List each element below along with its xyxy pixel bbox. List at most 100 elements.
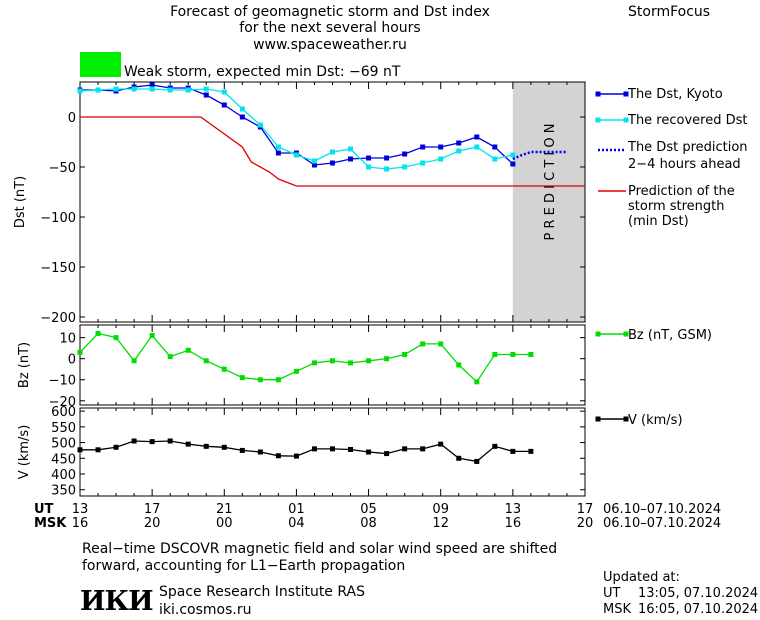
y-tick-label: 0 [68,111,76,126]
ut-tick-label: 17 [576,502,594,517]
data-point [131,358,137,364]
msk-axis-label: MSK [34,516,67,531]
data-point [384,451,390,457]
y-tick-label: 600 [51,405,76,420]
data-point [149,439,155,445]
data-point [149,86,155,92]
ut-axis-label: UT [34,502,54,517]
data-point [348,446,354,452]
ut-date-range: 06.10–07.10.2024 [603,502,722,517]
data-point [420,160,426,166]
data-point [203,92,209,98]
data-point [510,351,516,357]
y-tick-label: 450 [51,452,76,467]
data-point [185,87,191,93]
data-point [95,330,101,336]
data-point [510,161,516,167]
data-point [203,443,209,449]
data-point [221,102,227,108]
y-tick-label: −100 [40,211,76,226]
y-tick-label: 10 [59,332,76,347]
data-point [293,152,299,158]
data-point [239,447,245,453]
data-point [348,156,354,162]
data-point [311,162,317,168]
updated-msk-value: 16:05, 07.10.2024 [638,602,759,617]
data-point [366,164,372,170]
data-point [311,158,317,164]
data-point [221,444,227,450]
legend-label: Bz (nT, GSM) [628,328,712,343]
data-point [474,134,480,140]
msk-tick-label: 20 [143,516,161,531]
data-point [77,349,83,355]
legend-marker [595,91,601,97]
data-point [438,156,444,162]
data-point [239,114,245,120]
msk-tick-label: 00 [216,516,233,531]
legend-label: V (km/s) [628,413,683,428]
data-point [384,356,390,362]
brand-label: StormFocus [628,4,711,20]
footnote-line1: Real−time DSCOVR magnetic field and sola… [82,541,558,557]
data-point [456,148,462,154]
data-point [492,144,498,150]
data-point [366,358,372,364]
plot-frame [79,324,586,406]
legend-marker [595,416,601,422]
legend-label: The recovered Dst [627,113,747,128]
data-point [330,358,335,364]
footnote-line2: forward, accounting for L1−Earth propaga… [82,558,406,574]
data-point [131,438,137,444]
data-point [239,375,245,381]
data-point [311,446,317,452]
ut-tick-label: 01 [288,502,305,517]
data-point [221,366,227,372]
iki-logo: ИКИ [80,586,154,617]
institute-site-link[interactable]: iki.cosmos.ru [159,602,252,618]
data-point [167,87,173,93]
series-line [80,440,531,463]
y-tick-label: 0 [68,353,76,368]
data-point [275,150,281,156]
legend-marker [595,117,601,123]
data-point [366,449,372,455]
data-point [474,379,480,385]
data-point [275,453,281,459]
legend-marker [623,91,629,97]
data-point [510,448,516,454]
data-point [384,155,390,161]
chart-title-line1: Forecast of geomagnetic storm and Dst in… [170,4,490,20]
y-tick-label: −200 [40,311,76,326]
legend-label: 2−4 hours ahead [628,157,741,172]
y-axis-label: V (km/s) [17,425,32,480]
ut-tick-label: 13 [71,502,89,517]
series-line [80,116,585,187]
data-point [402,151,408,157]
data-point [203,86,209,92]
y-tick-label: 550 [51,421,76,436]
data-point [528,448,534,454]
msk-tick-label: 04 [288,516,305,531]
updated-ut-label: UT [603,586,621,601]
y-tick-label: −50 [49,161,76,176]
plot-frame [79,407,586,497]
data-point [474,458,480,464]
data-point [95,87,101,93]
data-point [492,443,498,449]
legend-label: The Dst, Kyoto [627,87,723,102]
data-point [131,86,137,92]
data-point [438,341,444,347]
data-point [275,144,281,150]
legend-marker [595,331,601,337]
data-point [330,160,335,166]
legend-marker [623,331,629,337]
ut-tick-label: 13 [504,502,522,517]
data-point [492,156,498,162]
msk-tick-label: 16 [71,516,89,531]
y-tick-label: 500 [51,437,76,452]
data-point [384,166,390,172]
msk-tick-label: 20 [576,516,594,531]
ut-tick-label: 17 [143,502,161,517]
data-point [185,441,191,447]
